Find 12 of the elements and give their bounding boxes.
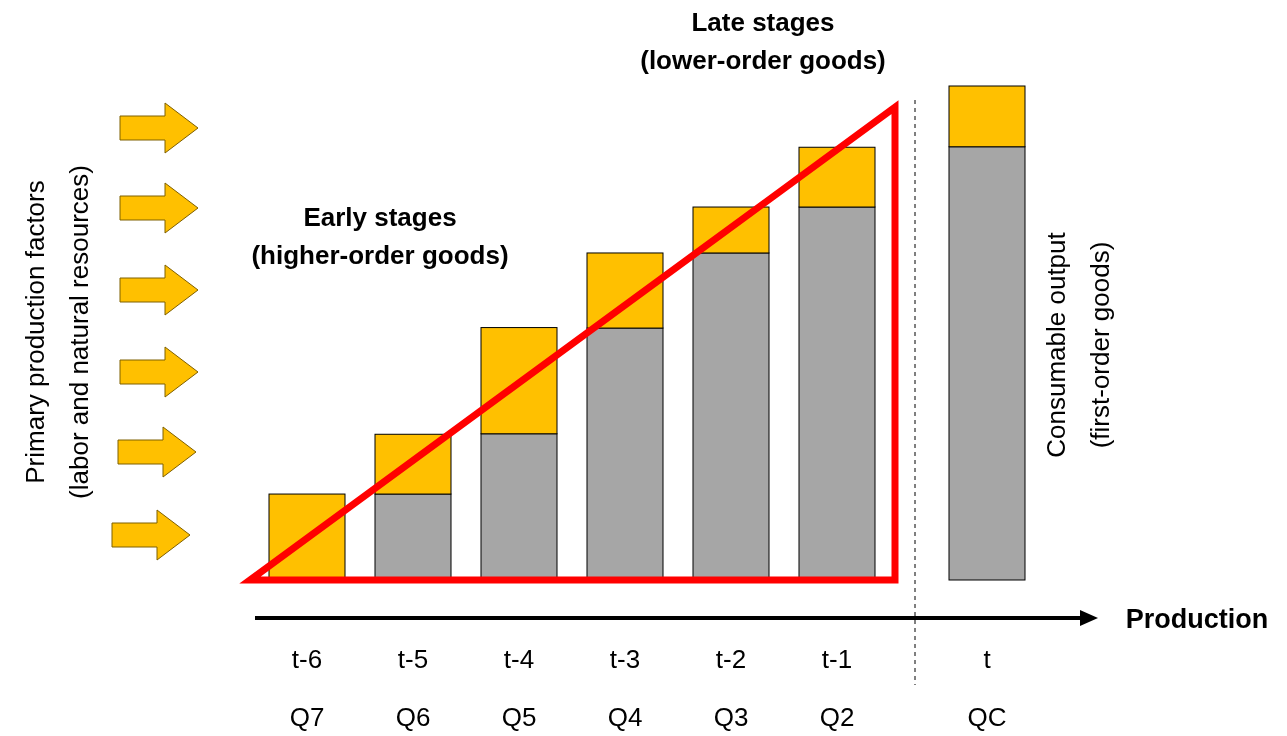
text: Primary production factors (labor and natural resources): [20, 165, 94, 499]
x-axis-title: Production: [1125, 604, 1269, 634]
x-tick-label: t-3 Q4: [607, 644, 643, 732]
x-tick-label: t-6 Q7: [289, 644, 325, 732]
x-tick-label: t-1 Q2: [819, 644, 855, 732]
x-tick-label: t QC: [967, 644, 1007, 732]
x-tick-label: t-5 Q6: [395, 644, 431, 732]
text: Late stages (lower-order goods): [640, 7, 886, 75]
annotation: Early stages (higher-order goods): [251, 202, 509, 270]
x-tick-label: t-4 Q5: [501, 644, 537, 732]
text: Consumable output (first-order goods): [1041, 231, 1115, 458]
x-tick-label: t-2 Q3: [713, 644, 749, 732]
